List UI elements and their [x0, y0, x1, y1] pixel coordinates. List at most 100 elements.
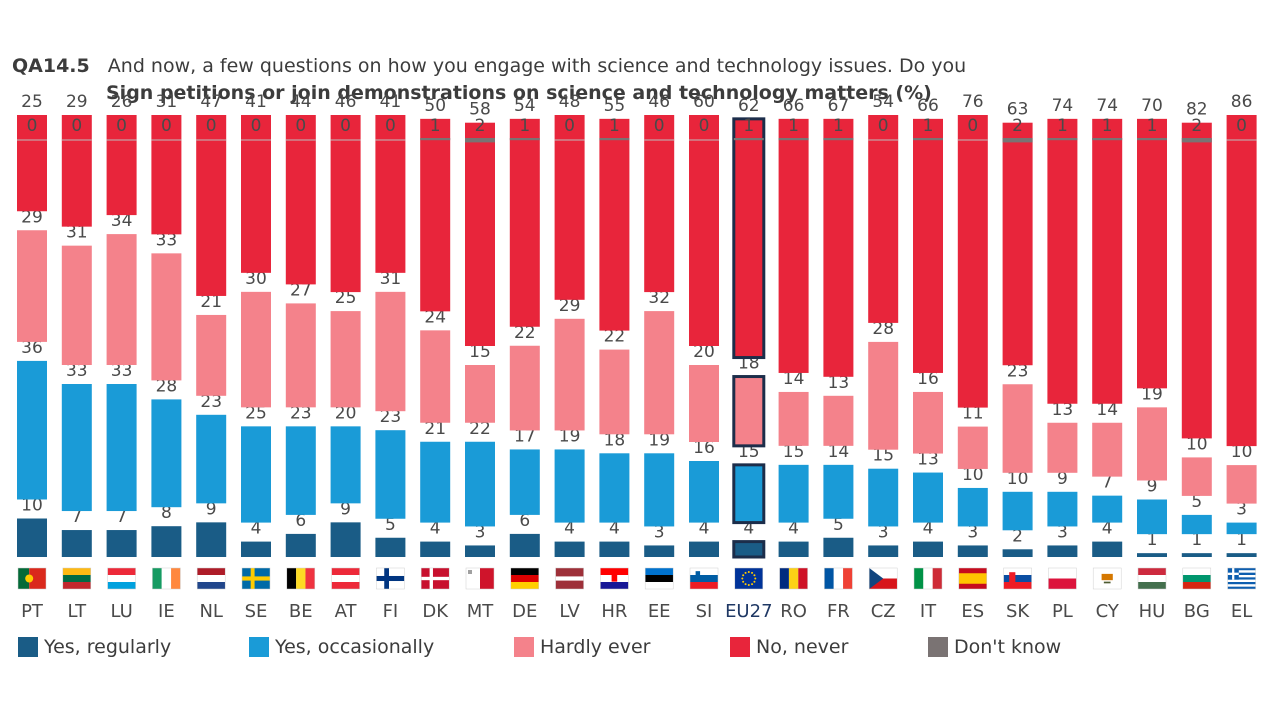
bar-segment-never-nl: [196, 115, 227, 296]
data-label-hardly: 22: [514, 323, 536, 343]
data-label-regularly: 3: [475, 522, 486, 542]
bar-segment-never-it: [913, 118, 943, 373]
bar-segment-dont-know-bg: [1181, 138, 1212, 143]
chart-title-row: QA14.5 And now, a few questions on how y…: [12, 55, 966, 77]
data-label-dont-know: 1: [609, 116, 620, 136]
data-label-regularly: 9: [340, 499, 351, 519]
legend-item-hardly: Hardly ever: [514, 636, 650, 658]
category-label: FI: [383, 601, 399, 622]
data-label-dont-know: 0: [295, 116, 306, 136]
bar-segment-hardly-ee: [644, 311, 675, 435]
legend: Yes, regularly Yes, occasionally Hardly …: [0, 636, 1280, 666]
bar-segment-occasionally-pt: [17, 360, 47, 500]
data-label-never: 60: [693, 92, 715, 112]
bar-segment-occasionally-pl: [1047, 491, 1078, 527]
data-label-occasionally: 3: [1236, 500, 1247, 520]
data-label-regularly: 6: [519, 511, 530, 531]
data-label-regularly: 8: [161, 503, 172, 523]
bar-segment-never-ro: [778, 118, 809, 373]
flag-at-icon: [331, 567, 360, 590]
bar-segment-regularly-bg: [1181, 553, 1212, 557]
bar-segment-regularly-el: [1226, 553, 1257, 557]
category-label: SE: [245, 601, 268, 622]
bar-segment-regularly-cy: [1092, 541, 1123, 557]
data-label-hardly: 29: [559, 296, 581, 316]
bar-segment-never-pt: [17, 115, 47, 212]
flag-be-icon: [286, 567, 316, 590]
bar-segment-occasionally-fr: [823, 464, 854, 519]
data-label-dont-know: 1: [1147, 116, 1158, 136]
flag-pt-icon: [17, 567, 47, 590]
bar-segment-never-si: [689, 115, 719, 346]
data-label-occasionally: 36: [21, 338, 43, 358]
bar-segment-hardly-lv: [554, 318, 585, 431]
flag-pl-icon: [1048, 567, 1077, 590]
data-label-hardly: 13: [828, 373, 850, 393]
data-label-occasionally: 20: [335, 403, 357, 423]
data-label-occasionally: 33: [66, 361, 88, 381]
data-label-occasionally: 28: [156, 376, 178, 396]
bar-segment-hardly-pt: [17, 230, 47, 342]
data-label-never: 74: [1096, 96, 1118, 116]
bar-segment-regularly-ee: [644, 545, 675, 557]
data-label-occasionally: 10: [1007, 469, 1029, 489]
legend-item-never: No, never: [730, 636, 848, 658]
bar-segment-hardly-sk: [1002, 384, 1033, 473]
bar-segment-hardly-lu: [106, 234, 137, 365]
data-label-never: 26: [111, 92, 133, 112]
data-label-occasionally: 18: [604, 430, 626, 450]
bar-segment-occasionally-sk: [1002, 491, 1033, 531]
bar-segment-never-fr: [823, 118, 854, 377]
data-label-regularly: 3: [878, 522, 889, 542]
bar-segment-occasionally-it: [913, 472, 943, 523]
legend-item-regularly: Yes, regularly: [18, 636, 171, 658]
data-label-dont-know: 0: [699, 116, 710, 136]
bar-segment-hardly-el: [1226, 465, 1257, 504]
data-label-regularly: 1: [1191, 530, 1202, 550]
data-label-never: 58: [469, 100, 491, 120]
bar-segment-never-cz: [868, 115, 899, 323]
data-label-never: 67: [828, 96, 850, 116]
bar-segment-occasionally-si: [689, 461, 719, 523]
data-label-hardly: 24: [424, 307, 446, 327]
category-label: SI: [696, 601, 713, 622]
bar-segment-never-pl: [1047, 118, 1078, 404]
data-label-hardly: 22: [604, 327, 626, 347]
data-label-hardly: 33: [156, 230, 178, 250]
question-text: And now, a few questions on how you enga…: [107, 55, 967, 77]
bar-segment-never-hu: [1137, 118, 1167, 389]
bar-segment-occasionally-dk: [420, 441, 451, 523]
data-label-dont-know: 1: [1102, 116, 1113, 136]
category-label: CZ: [871, 601, 896, 622]
data-label-dont-know: 0: [967, 116, 978, 136]
legend-swatch-hardly: [514, 637, 534, 657]
data-label-never: 82: [1186, 100, 1208, 120]
data-label-dont-know: 0: [340, 116, 351, 136]
data-label-never: 31: [156, 92, 178, 112]
flag-ee-icon: [644, 567, 674, 590]
bar-segment-never-ee: [644, 115, 675, 293]
data-label-never: 55: [604, 96, 626, 116]
bar-segment-regularly-si: [689, 541, 719, 557]
bar-segment-occasionally-hr: [599, 453, 630, 523]
data-label-hardly: 13: [1052, 400, 1074, 420]
bar-segment-regularly-hr: [599, 541, 630, 557]
data-label-hardly: 31: [66, 223, 88, 243]
category-label: SK: [1006, 601, 1030, 622]
bar-segment-occasionally-eu27: [732, 463, 766, 525]
bar-segment-never-lt: [61, 115, 92, 227]
data-label-hardly: 11: [962, 404, 984, 424]
flag-si-icon: [689, 567, 719, 590]
bar-segment-occasionally-hu: [1137, 499, 1167, 535]
data-label-regularly: 4: [699, 519, 710, 539]
bar-segment-hardly-si: [689, 365, 719, 442]
data-label-never: 47: [200, 92, 222, 112]
bar-segment-hardly-fi: [375, 291, 406, 412]
data-label-hardly: 28: [872, 319, 894, 339]
bar-segment-dont-know-hr: [599, 138, 630, 141]
data-label-never: 66: [917, 96, 939, 116]
bar-segment-hardly-cz: [868, 341, 899, 450]
bar-segment-hardly-hu: [1137, 407, 1167, 481]
bar-segment-hardly-nl: [196, 314, 227, 396]
bar-segment-hardly-pl: [1047, 422, 1078, 473]
